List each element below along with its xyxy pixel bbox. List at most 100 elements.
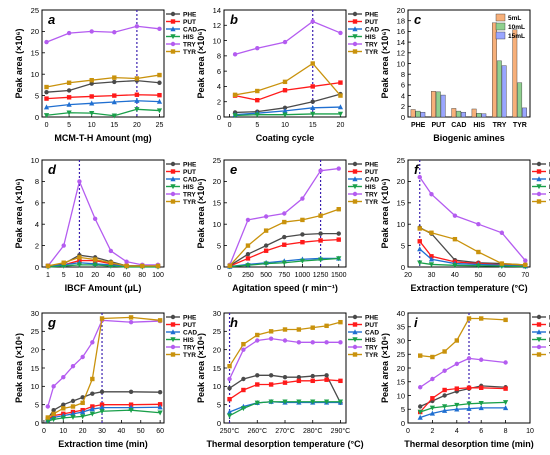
bar-his-1: [476, 113, 482, 118]
legend-entry-his: HIS: [166, 184, 195, 191]
point-try: [352, 191, 358, 197]
point-phe: [536, 314, 542, 320]
x-axis-label: MCM-T-H Amount (mg): [54, 133, 151, 143]
bar-try-1: [496, 60, 502, 118]
point-try: [336, 166, 341, 171]
point-phe: [324, 373, 329, 378]
point-try: [45, 404, 51, 409]
point-tyr: [92, 257, 98, 262]
bar-tyr-2: [522, 107, 527, 118]
series-line: [46, 79, 160, 93]
point-phe: [170, 11, 176, 17]
series-line: [47, 256, 158, 267]
legend-entry-tyr: TYR: [348, 199, 378, 206]
point-try: [523, 258, 528, 263]
x-tick-label: 50: [474, 272, 482, 279]
y-axis-label: Peak area (×10⁶): [196, 179, 206, 249]
y-tick-label: 15: [31, 364, 39, 373]
panel-letter: h: [230, 315, 238, 330]
point-phe: [282, 234, 287, 240]
point-tyr: [89, 77, 94, 83]
y-tick-label: 2: [401, 102, 405, 111]
panel-letter: e: [230, 162, 237, 177]
series-try: [418, 356, 508, 390]
legend-entry-phe: PHE: [166, 162, 197, 169]
point-put: [134, 92, 140, 97]
point-his: [282, 112, 288, 118]
legend-label: TRY: [365, 345, 378, 352]
y-tick-label: 6: [401, 81, 405, 90]
plot-frame: [41, 9, 165, 118]
point-try: [282, 338, 288, 343]
point-his: [475, 263, 481, 269]
point-his: [99, 409, 105, 415]
bar-put-0: [431, 91, 436, 118]
point-try: [170, 344, 176, 350]
legend-entry-tyr: TYR: [348, 352, 378, 359]
legend-entry-try: TRY: [532, 192, 550, 199]
point-put: [536, 322, 542, 327]
point-tyr: [66, 80, 72, 85]
series-tyr: [417, 226, 528, 268]
point-put: [170, 19, 176, 24]
y-tick-label: 20: [31, 345, 39, 354]
point-put: [296, 378, 302, 384]
point-try: [44, 39, 49, 45]
point-his: [157, 410, 163, 416]
legend-label: TYR: [183, 199, 196, 206]
point-put: [466, 385, 472, 390]
x-tick-label: HIS: [473, 122, 485, 129]
point-put: [338, 80, 343, 85]
point-try: [90, 340, 95, 345]
series-his: [232, 111, 344, 119]
point-try: [255, 338, 260, 343]
point-phe: [245, 251, 251, 257]
legend-label: PHE: [183, 315, 197, 322]
point-put: [282, 380, 288, 385]
point-his: [317, 257, 324, 263]
point-his: [442, 404, 448, 410]
point-tyr: [430, 354, 435, 360]
point-his: [232, 113, 238, 119]
point-tyr: [282, 79, 288, 85]
y-axis-label: Peak area (×10⁶): [380, 29, 390, 99]
point-phe: [227, 385, 232, 391]
legend-swatch: [495, 22, 506, 31]
y-tick-label: 18: [397, 17, 405, 26]
point-put: [282, 88, 288, 93]
point-phe: [99, 389, 105, 395]
point-try: [77, 179, 82, 184]
point-tyr: [282, 219, 287, 225]
y-tick-label: 5: [35, 91, 39, 100]
point-cad: [226, 409, 233, 415]
point-cad: [310, 105, 316, 111]
legend-entry-cad: CAD: [348, 176, 379, 184]
bar-his-2: [481, 113, 487, 118]
legend-label: PHE: [365, 12, 379, 19]
x-axis-label: Coating cycle: [256, 133, 315, 143]
series-line: [419, 357, 506, 388]
x-tick-label: PUT: [432, 122, 447, 129]
bar-put-2: [440, 94, 446, 118]
series-tyr: [44, 72, 162, 90]
point-tyr: [338, 93, 343, 98]
point-his: [454, 402, 460, 408]
bar-try-0: [492, 22, 497, 118]
point-cad: [156, 98, 163, 104]
series-try: [417, 174, 528, 263]
x-tick-label: 25: [156, 122, 164, 129]
point-put: [157, 92, 162, 98]
legend-entry-cad: CAD: [348, 26, 379, 34]
point-his: [478, 401, 484, 406]
series-put: [227, 237, 341, 269]
x-tick-label: 20: [337, 122, 345, 129]
series-line: [420, 317, 506, 358]
point-phe: [268, 373, 274, 378]
point-his: [254, 400, 260, 406]
point-tyr: [268, 329, 274, 334]
point-tyr: [45, 415, 51, 420]
point-tyr: [296, 327, 302, 332]
y-tick-label: 10: [397, 59, 405, 68]
panel-letter: a: [48, 12, 55, 27]
legend-label: PHE: [183, 12, 197, 19]
